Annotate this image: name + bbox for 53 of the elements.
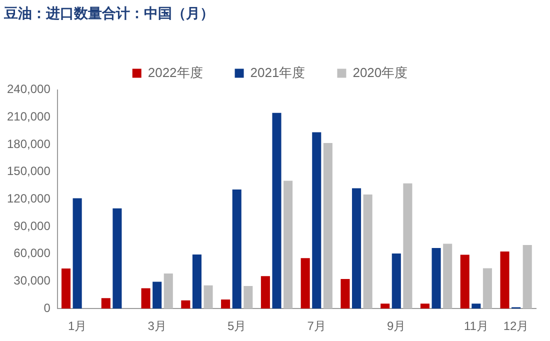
x-tick-label: 9月 [387, 319, 406, 334]
bar [272, 112, 282, 309]
bar [204, 285, 213, 309]
bar [232, 190, 242, 309]
bar [432, 248, 441, 309]
bar [352, 188, 362, 309]
bar [141, 288, 150, 309]
bar [392, 254, 401, 309]
bar [443, 244, 452, 309]
bar [72, 198, 82, 309]
bar [284, 180, 293, 309]
bar [62, 268, 71, 309]
bar [244, 286, 253, 309]
x-tick-label: 3月 [148, 319, 166, 334]
x-tick-label: 1月 [68, 319, 87, 334]
bar [522, 244, 532, 309]
bar [363, 194, 372, 309]
bar [221, 299, 230, 309]
bar [300, 258, 310, 309]
y-tick-label: 90,000 [14, 218, 51, 233]
y-tick-label: 0 [44, 300, 51, 315]
bar [500, 252, 510, 309]
y-tick-label: 210,000 [6, 109, 51, 124]
x-tick-label: 12月 [503, 319, 529, 334]
x-tick-label: 5月 [228, 319, 246, 334]
chart-title: 豆油：进口数量合计：中国（月） [3, 6, 214, 22]
y-tick-label: 180,000 [6, 136, 51, 151]
bar [323, 142, 332, 309]
y-tick-label: 120,000 [6, 192, 51, 206]
legend-label: 2021年度 [250, 64, 306, 80]
bar [472, 304, 481, 309]
bar [260, 276, 270, 309]
bar [380, 304, 390, 309]
bar [101, 298, 110, 309]
y-tick-label: 240,000 [6, 82, 51, 96]
bar [112, 208, 122, 309]
bar [192, 254, 202, 309]
legend-label: 2020年度 [352, 64, 408, 80]
legend-label: 2022年度 [148, 64, 203, 80]
bar [312, 132, 322, 309]
bar [403, 183, 412, 309]
bar [482, 268, 492, 309]
bar [460, 254, 470, 309]
bar [420, 304, 430, 309]
x-tick-label: 11月 [464, 319, 488, 334]
bar [152, 282, 162, 309]
bar [181, 300, 190, 309]
y-tick-label: 150,000 [6, 164, 51, 178]
x-tick-label: 7月 [307, 319, 326, 334]
y-tick-label: 30,000 [14, 274, 51, 288]
bar [164, 274, 173, 309]
y-tick-label: 60,000 [14, 246, 51, 260]
bar [340, 279, 350, 309]
